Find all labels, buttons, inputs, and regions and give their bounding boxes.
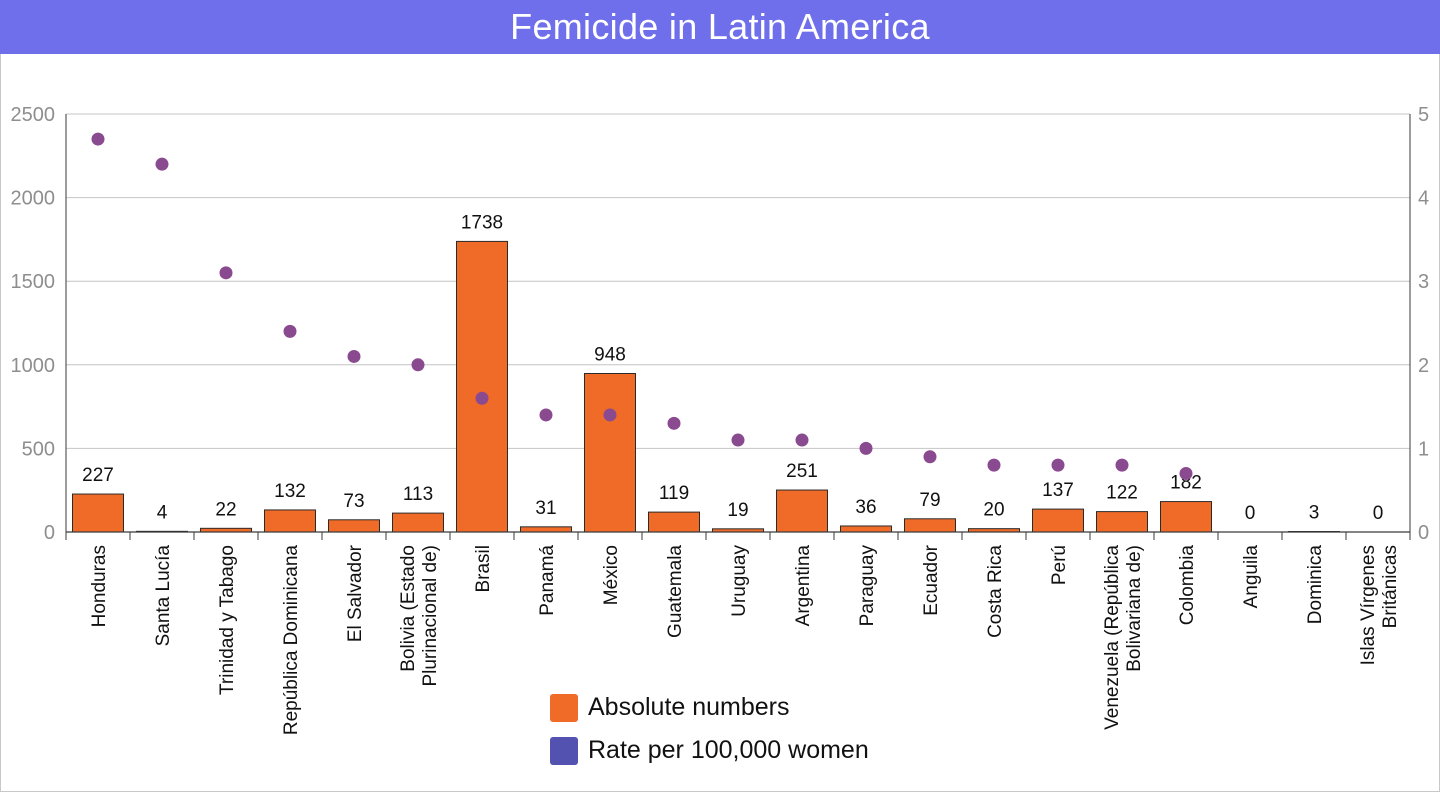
y-right-tick-label: 4 (1418, 188, 1429, 210)
bar (776, 489, 828, 533)
rate-point (219, 266, 233, 280)
rate-point (1115, 458, 1129, 472)
rate-point (731, 433, 745, 447)
x-tick-label: Anguila (1241, 545, 1262, 609)
bar-value-label: 182 (1170, 473, 1202, 494)
bar-value-label: 73 (343, 491, 364, 512)
x-tick-label: Uruguay (729, 545, 750, 617)
legend-label-absolute: Absolute numbers (588, 693, 790, 721)
x-tick-label: Paraguay (857, 545, 878, 627)
bar (1096, 511, 1148, 533)
bar-value-label: 22 (215, 499, 236, 520)
bar (72, 493, 124, 533)
bar (584, 372, 636, 533)
x-tick-label: Honduras (89, 545, 110, 627)
bar (456, 240, 508, 533)
rate-point (91, 132, 105, 146)
rate-point (539, 408, 553, 422)
bar-value-label: 36 (855, 497, 876, 518)
bar-value-label: 19 (727, 500, 748, 521)
y-right-tick-label: 1 (1418, 438, 1429, 460)
x-tick-label: El Salvador (345, 544, 366, 642)
rate-point (155, 157, 169, 171)
rate-point (667, 416, 681, 430)
x-tick-label: Perú (1049, 545, 1070, 585)
title-bar: Femicide in Latin America (0, 0, 1440, 54)
rate-point (603, 408, 617, 422)
y-left-tick-label: 2500 (11, 104, 56, 126)
bar-value-label: 137 (1042, 480, 1074, 501)
x-tick-label: Ecuador (921, 544, 942, 615)
y-left-tick-label: 2000 (11, 188, 56, 210)
bar-value-label: 3 (1309, 502, 1320, 523)
bar-value-label: 0 (1245, 503, 1256, 524)
rate-point (795, 433, 809, 447)
y-left-tick-label: 1000 (11, 355, 56, 377)
bar-value-label: 122 (1106, 483, 1138, 504)
bar-value-label: 79 (919, 490, 940, 511)
rate-point (1179, 466, 1193, 480)
bar-value-label: 948 (594, 344, 626, 365)
rate-point (475, 391, 489, 405)
bar-value-label: 113 (403, 484, 433, 505)
bar-value-label: 4 (157, 502, 168, 523)
bar (392, 512, 444, 533)
bar (904, 518, 956, 533)
legend-item-rate: Rate per 100,000 women (550, 729, 869, 772)
legend-label-rate: Rate per 100,000 women (588, 736, 869, 764)
bar-value-label: 227 (82, 465, 114, 486)
bar-value-label: 1738 (461, 212, 503, 233)
x-tick-label: Bolivia (EstadoPlurinacional de) (398, 545, 441, 687)
bar-value-label: 251 (786, 461, 818, 482)
x-tick-label: República Dominicana (281, 545, 302, 736)
chart-title: Femicide in Latin America (510, 6, 930, 47)
x-tick-label: Islas VírgenesBritánicas (1358, 545, 1401, 665)
x-tick-label: Dominica (1305, 545, 1326, 625)
x-tick-label: Colombia (1177, 545, 1198, 626)
rate-point (347, 349, 361, 363)
y-right-tick-label: 0 (1418, 522, 1429, 544)
x-tick-label: México (601, 545, 622, 605)
chart-legend: Absolute numbers Rate per 100,000 women (550, 686, 869, 772)
bar (1032, 508, 1084, 533)
y-right-tick-label: 3 (1418, 271, 1429, 293)
x-tick-label: Costa Rica (985, 545, 1006, 638)
y-left-tick-label: 500 (22, 438, 55, 460)
x-tick-label: Venezuela (RepúblicaBolivariana de) (1102, 545, 1145, 730)
bar-value-label: 119 (659, 483, 689, 504)
rate-point (283, 324, 297, 338)
legend-swatch-rate (550, 736, 578, 765)
bar (840, 525, 892, 533)
x-tick-label: Guatemala (665, 545, 686, 638)
rate-point (987, 458, 1001, 472)
x-tick-label: Argentina (793, 545, 814, 627)
bar (1160, 501, 1212, 533)
bar-value-label: 0 (1373, 503, 1384, 524)
x-tick-label: Santa Lucía (153, 545, 174, 647)
legend-swatch-absolute (550, 693, 578, 722)
y-right-tick-label: 2 (1418, 355, 1429, 377)
bar (264, 509, 316, 533)
y-right-tick-label: 5 (1418, 104, 1429, 126)
y-left-tick-label: 1500 (11, 271, 56, 293)
bar (328, 519, 380, 533)
y-left-tick-label: 0 (44, 522, 55, 544)
rate-point (411, 358, 425, 372)
bar-value-label: 31 (535, 498, 556, 519)
rate-point (923, 450, 937, 464)
rate-point (1051, 458, 1065, 472)
x-tick-label: Trinidad y Tabago (217, 545, 238, 695)
rate-point (859, 441, 873, 455)
bar-value-label: 132 (274, 481, 306, 502)
legend-item-absolute: Absolute numbers (550, 686, 869, 729)
x-tick-label: Brasil (473, 545, 494, 593)
bar-value-label: 20 (983, 500, 1004, 521)
x-tick-label: Panamá (537, 545, 558, 616)
bar (520, 526, 572, 533)
bar (648, 511, 700, 533)
